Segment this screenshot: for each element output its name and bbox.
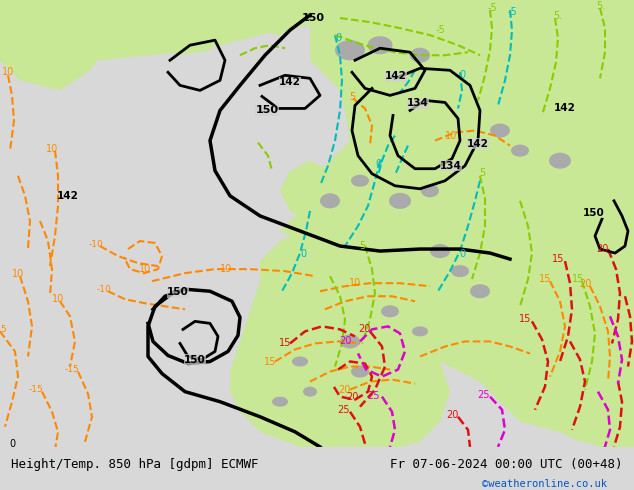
Text: 0: 0 [335, 33, 341, 43]
Text: -15: -15 [0, 325, 8, 334]
Text: 20: 20 [338, 385, 350, 394]
Polygon shape [380, 0, 634, 201]
Text: 10: 10 [52, 294, 64, 304]
Text: -10: -10 [96, 285, 112, 294]
Text: 10: 10 [46, 144, 58, 154]
Text: 20: 20 [596, 244, 608, 254]
Text: -10: -10 [89, 240, 103, 248]
Text: 134: 134 [407, 98, 429, 108]
Text: Fr 07-06-2024 00:00 UTC (00+48): Fr 07-06-2024 00:00 UTC (00+48) [390, 458, 623, 470]
Polygon shape [0, 0, 120, 90]
Text: 142: 142 [57, 191, 79, 201]
Ellipse shape [340, 334, 360, 348]
Text: 150: 150 [302, 13, 325, 23]
Text: 0: 0 [459, 71, 465, 80]
Text: 15: 15 [539, 274, 551, 284]
Text: 15: 15 [519, 315, 531, 324]
Text: 142: 142 [467, 139, 489, 148]
Ellipse shape [368, 36, 392, 54]
Polygon shape [300, 0, 634, 447]
Text: 20: 20 [579, 279, 591, 289]
Text: 5.: 5. [597, 1, 605, 11]
Ellipse shape [410, 48, 430, 63]
Ellipse shape [292, 357, 308, 367]
Text: 15: 15 [279, 339, 291, 348]
Text: 10: 10 [12, 269, 24, 279]
Ellipse shape [470, 284, 490, 298]
Text: 150: 150 [583, 208, 605, 218]
Text: 5: 5 [479, 168, 485, 178]
Text: 25: 25 [368, 391, 380, 401]
Text: 15: 15 [572, 274, 584, 284]
Text: 20: 20 [339, 337, 351, 346]
Text: 142: 142 [385, 72, 407, 81]
Polygon shape [238, 0, 300, 35]
Text: 25: 25 [337, 405, 349, 415]
Polygon shape [280, 161, 340, 221]
Text: 10: 10 [2, 67, 14, 77]
Text: 5: 5 [359, 241, 365, 251]
Text: -5: -5 [435, 25, 445, 35]
Ellipse shape [381, 305, 399, 318]
Text: 142: 142 [554, 103, 576, 114]
Text: -5: -5 [507, 7, 517, 17]
Text: -5: -5 [487, 3, 497, 13]
Text: Height/Temp. 850 hPa [gdpm] ECMWF: Height/Temp. 850 hPa [gdpm] ECMWF [11, 458, 259, 470]
Ellipse shape [511, 145, 529, 157]
Text: 5: 5 [349, 93, 355, 102]
Text: 25: 25 [478, 390, 490, 400]
Text: 150: 150 [256, 105, 278, 116]
Text: 10: 10 [349, 278, 361, 288]
Polygon shape [280, 50, 634, 447]
Ellipse shape [320, 194, 340, 208]
Polygon shape [230, 231, 450, 447]
Text: 0: 0 [459, 249, 465, 259]
Ellipse shape [412, 326, 428, 337]
Text: 5.: 5. [553, 11, 562, 21]
Text: 15: 15 [552, 254, 564, 264]
Ellipse shape [490, 123, 510, 138]
Ellipse shape [421, 184, 439, 197]
Text: 142: 142 [279, 77, 301, 87]
Ellipse shape [335, 40, 365, 60]
Ellipse shape [389, 193, 411, 209]
Ellipse shape [549, 153, 571, 169]
Ellipse shape [451, 265, 469, 277]
Text: 150: 150 [184, 354, 206, 365]
Text: 20: 20 [446, 410, 458, 420]
Text: 134: 134 [440, 161, 462, 171]
Ellipse shape [272, 397, 288, 407]
Ellipse shape [430, 244, 450, 258]
Text: ©weatheronline.co.uk: ©weatheronline.co.uk [482, 479, 607, 489]
Text: 15: 15 [264, 357, 276, 367]
Text: 20: 20 [358, 324, 370, 334]
Ellipse shape [303, 387, 317, 397]
Text: 10: 10 [220, 264, 232, 274]
Text: -15: -15 [29, 385, 43, 394]
Ellipse shape [351, 366, 369, 378]
Text: 20: 20 [346, 392, 358, 402]
Text: 10': 10' [444, 130, 460, 141]
Text: 150: 150 [167, 287, 189, 297]
Text: 10: 10 [139, 264, 151, 274]
Polygon shape [0, 0, 634, 60]
Text: 0: 0 [375, 159, 381, 169]
Text: 0: 0 [300, 249, 306, 259]
Text: 0: 0 [9, 439, 15, 449]
Text: -15: -15 [65, 365, 79, 374]
Ellipse shape [351, 175, 369, 187]
Polygon shape [155, 10, 220, 55]
